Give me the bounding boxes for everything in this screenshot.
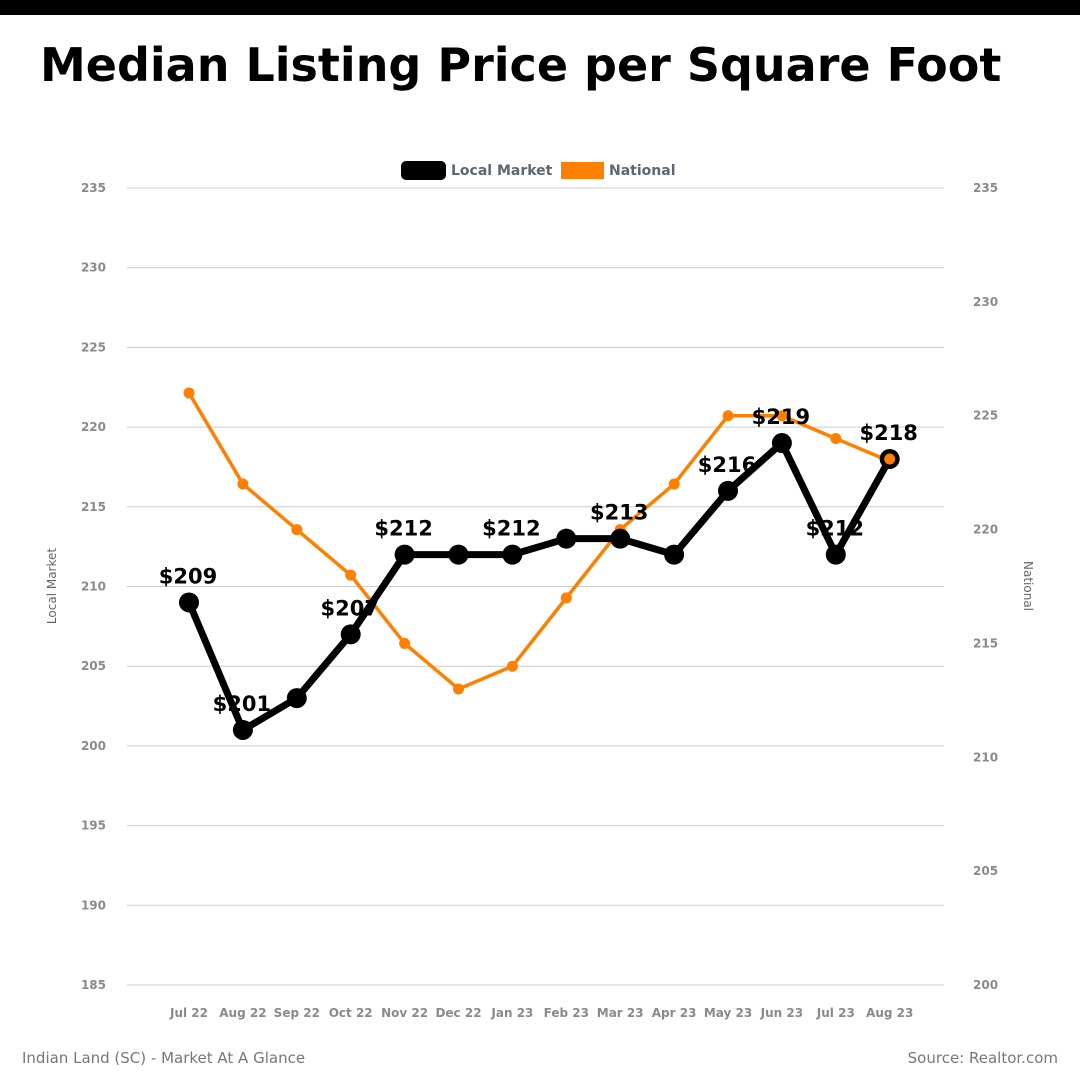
local-market-series: [179, 433, 900, 740]
national-point: [183, 387, 195, 399]
national-point-overlay: [884, 453, 896, 465]
left-axis-ticks: 185 190 195 200 205 210 215 220 225 230 235: [81, 181, 106, 992]
left-tick-label: 235: [81, 181, 106, 195]
top-bar: [0, 0, 1080, 15]
national-point: [453, 683, 464, 695]
left-tick-label: 190: [81, 898, 106, 912]
left-tick-label: 220: [81, 420, 106, 434]
local-market-point: [771, 433, 792, 454]
x-tick-label: May 23: [704, 1006, 752, 1020]
national-point: [399, 637, 411, 649]
national-point: [506, 660, 518, 672]
x-tick-label: Jun 23: [760, 1006, 803, 1020]
left-tick-label: 200: [81, 739, 106, 753]
right-tick-label: 220: [973, 523, 998, 537]
legend: Local Market National: [401, 161, 676, 180]
left-tick-label: 225: [81, 340, 106, 354]
local-market-point: [610, 528, 631, 549]
right-tick-label: 215: [973, 636, 998, 650]
data-label: $207: [320, 596, 378, 620]
x-tick-label: Jul 23: [816, 1006, 855, 1020]
left-tick-label: 230: [81, 261, 106, 275]
national-point: [560, 592, 572, 604]
local-market-point: [340, 624, 361, 645]
local-market-line: [185, 439, 893, 734]
national-series: [183, 387, 896, 695]
data-label: $212: [374, 517, 432, 541]
national-point: [776, 410, 788, 422]
x-tick-label: Aug 23: [866, 1006, 913, 1020]
left-tick-label: 185: [81, 978, 106, 992]
x-axis-ticks: Jul 22 Aug 22 Sep 22 Oct 22 Nov 22 Dec 22 Jan …: [169, 1006, 913, 1020]
data-label: $209: [159, 564, 217, 588]
footer-source: Source: Realtor.com: [907, 1049, 1058, 1067]
local-market-point: [286, 688, 307, 709]
data-label: $216: [698, 453, 756, 477]
x-tick-label: Nov 22: [381, 1006, 428, 1020]
left-tick-label: 205: [81, 659, 106, 673]
local-market-point: [232, 719, 253, 740]
national-point: [668, 478, 680, 490]
data-label: $219: [752, 405, 810, 429]
local-market-point: [664, 544, 685, 565]
national-point: [291, 524, 303, 536]
local-market-point: [394, 544, 415, 565]
data-label: $201: [213, 692, 271, 716]
x-tick-label: Jul 22: [169, 1006, 208, 1020]
data-label: $213: [590, 501, 648, 525]
right-tick-label: 235: [973, 181, 998, 195]
local-market-point: [502, 544, 523, 565]
national-point: [722, 410, 734, 422]
x-tick-label: Oct 22: [329, 1006, 373, 1020]
x-tick-label: Aug 22: [219, 1006, 266, 1020]
legend-label-national: National: [609, 163, 676, 179]
legend-label-local: Local Market: [451, 163, 553, 179]
right-tick-label: 210: [973, 750, 998, 764]
right-axis-title: National: [1021, 561, 1035, 611]
local-market-point: [448, 544, 469, 565]
local-market-point: [718, 480, 738, 501]
legend-swatch-local: [401, 161, 446, 180]
x-tick-label: Sep 22: [274, 1006, 320, 1020]
left-tick-label: 195: [81, 819, 106, 833]
local-market-point: [179, 592, 199, 613]
right-tick-label: 200: [973, 978, 998, 992]
local-market-point: [556, 528, 577, 549]
data-label: $212: [806, 517, 864, 541]
national-point: [237, 478, 249, 490]
x-tick-label: Dec 22: [435, 1006, 481, 1020]
right-axis-ticks: 200 205 210 215 220 225 230 235: [973, 181, 998, 992]
left-tick-label: 215: [81, 500, 106, 514]
x-tick-label: Mar 23: [597, 1006, 644, 1020]
grid-layer: [127, 187, 944, 986]
left-tick-label: 210: [81, 580, 106, 594]
x-tick-label: Jan 23: [490, 1006, 533, 1020]
x-tick-label: Feb 23: [544, 1006, 589, 1020]
chart-title: Median Listing Price per Square Foot: [40, 38, 1002, 92]
data-labels: $209 $201 $207 $212 $212 $213 $216 $219 $212 $218: [159, 405, 918, 716]
national-point: [830, 432, 842, 444]
footer-location: Indian Land (SC) - Market At A Glance: [22, 1049, 306, 1067]
left-axis-title: Local Market: [45, 548, 59, 624]
data-label: $212: [482, 517, 540, 541]
local-market-point: [825, 544, 846, 565]
national-point: [345, 569, 357, 581]
x-tick-label: Apr 23: [652, 1006, 697, 1020]
right-tick-label: 230: [973, 295, 998, 309]
right-tick-label: 205: [973, 864, 998, 878]
data-label: $218: [859, 421, 917, 445]
right-tick-label: 225: [973, 409, 998, 423]
legend-swatch-national: [561, 162, 604, 179]
national-line: [187, 392, 891, 691]
